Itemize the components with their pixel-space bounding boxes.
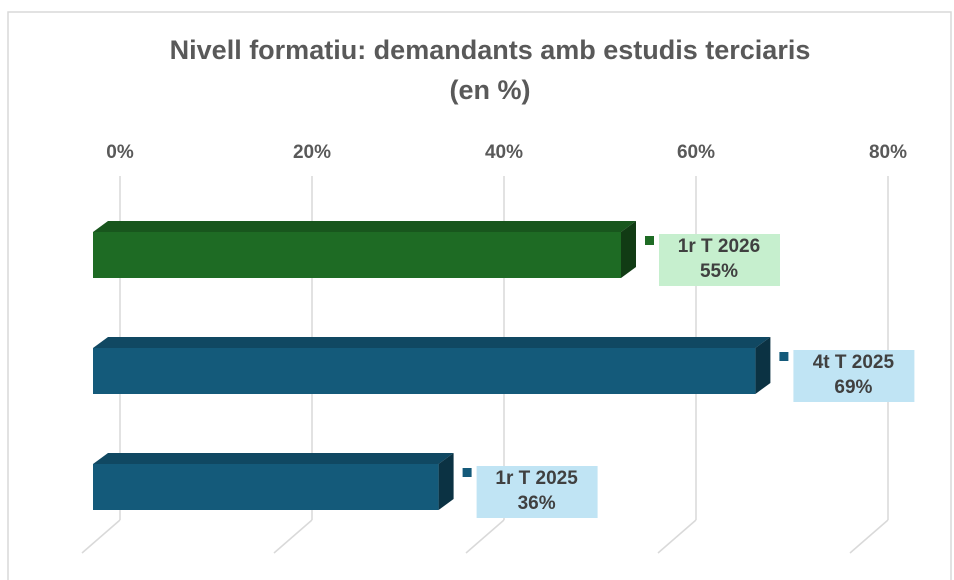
bar xyxy=(93,232,621,278)
data-label-box xyxy=(476,466,598,518)
x-tick-label: 0% xyxy=(106,142,134,163)
bar-top xyxy=(93,221,636,232)
bar-side xyxy=(755,337,771,394)
bar-top xyxy=(93,337,771,348)
x-tick-label: 80% xyxy=(869,142,907,163)
floor-grid-line xyxy=(465,519,505,554)
chart-title: Nivell formatiu: demandants amb estudis … xyxy=(169,35,811,105)
data-label-value: 55% xyxy=(700,261,738,282)
x-tick-label: 60% xyxy=(677,142,715,163)
bar xyxy=(93,348,756,394)
x-tick-label: 40% xyxy=(485,142,523,163)
data-label-category: 1r T 2025 xyxy=(495,468,578,489)
floor-grid-line xyxy=(849,519,889,554)
bar-top xyxy=(93,453,454,464)
data-label-category: 1r T 2026 xyxy=(678,236,760,257)
data-label-value: 36% xyxy=(518,493,556,514)
chart-border xyxy=(7,11,952,580)
floor-grid-line xyxy=(81,519,121,554)
legend-key xyxy=(462,468,472,477)
data-label-box xyxy=(659,234,780,286)
legend-key xyxy=(645,236,654,245)
floor-grid-line xyxy=(273,519,313,554)
bar-side xyxy=(438,453,454,510)
data-label-category: 4t T 2025 xyxy=(813,352,895,373)
data-label-box xyxy=(793,350,915,402)
floor-grid-line xyxy=(657,519,697,554)
bar-side xyxy=(621,221,636,278)
legend-key xyxy=(779,352,789,361)
data-label-value: 69% xyxy=(834,377,872,398)
bar xyxy=(93,464,439,510)
x-tick-label: 20% xyxy=(293,142,331,163)
